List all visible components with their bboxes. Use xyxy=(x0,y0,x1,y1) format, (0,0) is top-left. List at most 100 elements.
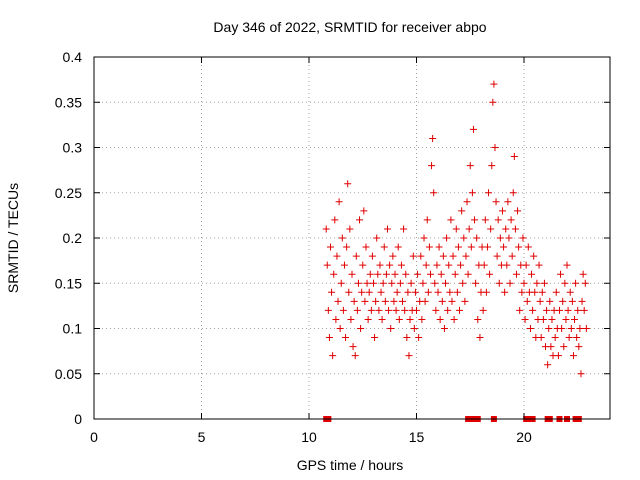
data-point xyxy=(568,297,576,305)
data-point xyxy=(575,343,583,351)
y-tick-label: 0.2 xyxy=(63,230,83,246)
data-point xyxy=(467,243,475,251)
data-point xyxy=(414,270,422,278)
data-point xyxy=(367,306,375,314)
data-point xyxy=(545,325,553,332)
data-point xyxy=(569,352,577,360)
data-point xyxy=(322,225,330,233)
data-point xyxy=(368,252,376,260)
data-point xyxy=(460,234,468,242)
data-point xyxy=(555,306,563,314)
data-point xyxy=(382,270,390,278)
data-point xyxy=(458,207,466,215)
data-point xyxy=(487,225,495,233)
data-point xyxy=(539,315,547,323)
data-point xyxy=(329,352,337,360)
data-point xyxy=(543,306,551,314)
y-tick-label: 0.4 xyxy=(63,49,83,65)
data-point xyxy=(406,315,414,323)
data-point xyxy=(381,297,389,305)
data-point xyxy=(346,225,354,233)
data-point xyxy=(514,207,522,215)
data-point xyxy=(419,279,427,287)
data-point xyxy=(469,125,477,133)
data-point xyxy=(521,315,529,323)
data-point xyxy=(448,297,456,305)
x-axis-label: GPS time / hours xyxy=(297,457,404,473)
data-point xyxy=(339,306,347,314)
data-point xyxy=(494,216,502,224)
x-tick-label: 5 xyxy=(198,429,206,445)
data-point xyxy=(505,234,513,242)
data-point xyxy=(345,288,353,296)
data-point xyxy=(387,325,395,332)
data-point xyxy=(456,306,463,314)
data-point xyxy=(397,261,405,269)
data-point xyxy=(530,252,538,260)
data-point xyxy=(557,270,565,278)
data-point xyxy=(430,189,438,197)
data-point xyxy=(518,288,526,296)
data-point xyxy=(433,261,441,269)
grid-lines xyxy=(94,57,610,419)
data-point xyxy=(529,306,537,314)
data-point xyxy=(394,243,402,251)
data-point xyxy=(438,297,446,305)
data-point xyxy=(500,243,508,251)
data-point xyxy=(332,315,340,323)
y-tick-label: 0.25 xyxy=(55,185,82,201)
data-point xyxy=(506,279,514,287)
data-point xyxy=(474,315,482,323)
data-point xyxy=(353,306,361,314)
data-point xyxy=(363,279,371,287)
data-point xyxy=(465,225,473,233)
data-point xyxy=(405,352,413,360)
data-point xyxy=(476,334,484,342)
data-point xyxy=(479,306,487,314)
data-point xyxy=(425,243,433,251)
data-point xyxy=(357,325,365,332)
data-point xyxy=(501,288,509,296)
data-point xyxy=(404,288,412,296)
data-point xyxy=(464,270,472,278)
data-point xyxy=(538,288,546,296)
data-point xyxy=(395,315,403,323)
data-point xyxy=(337,279,345,287)
data-point xyxy=(324,306,332,314)
data-point xyxy=(489,98,497,106)
data-point xyxy=(342,334,350,342)
data-point xyxy=(503,261,511,269)
data-point xyxy=(486,270,494,278)
data-point xyxy=(417,252,425,260)
x-tick-label: 10 xyxy=(301,429,317,445)
data-point xyxy=(426,270,434,278)
data-point xyxy=(481,216,489,224)
data-point xyxy=(447,216,455,224)
data-point xyxy=(528,270,536,278)
data-point xyxy=(544,361,552,369)
data-point xyxy=(390,297,398,305)
data-point xyxy=(418,315,426,323)
data-point xyxy=(407,279,415,287)
data-point xyxy=(485,189,493,197)
data-point xyxy=(350,297,358,305)
data-point xyxy=(522,261,530,269)
data-point xyxy=(451,270,459,278)
data-point xyxy=(362,243,370,251)
data-point xyxy=(495,279,503,287)
data-point xyxy=(473,234,481,242)
data-point xyxy=(449,252,457,260)
data-point xyxy=(482,288,490,296)
data-point xyxy=(554,352,562,360)
data-point xyxy=(572,279,580,287)
data-point xyxy=(537,334,545,342)
data-point xyxy=(338,234,346,242)
data-point xyxy=(388,279,396,287)
data-point xyxy=(420,234,428,242)
data-point xyxy=(435,243,443,251)
chart-title: Day 346 of 2022, SRMTID for receiver abp… xyxy=(213,19,486,35)
data-point xyxy=(558,325,566,332)
y-tick-label: 0.05 xyxy=(55,366,82,382)
y-tick-label: 0.15 xyxy=(55,275,82,291)
axis-ticks: 0 5 10 15 20 0 0.05 0.1 0.15 0.2 0.25 0.3 0.35 0.4 xyxy=(55,49,610,445)
